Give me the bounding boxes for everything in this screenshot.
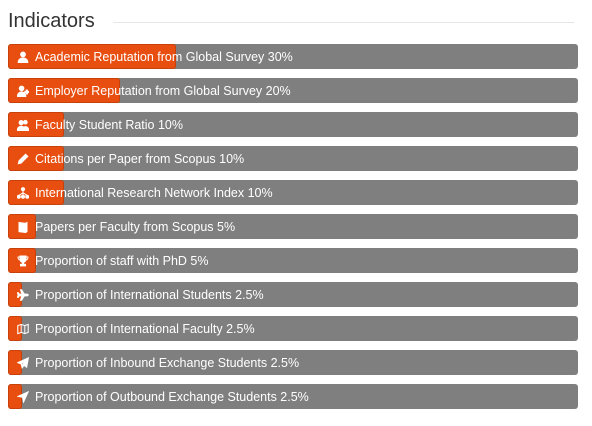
indicator-label: Proportion of staff with PhD 5% [35, 253, 209, 268]
indicator-label: Employer Reputation from Global Survey 2… [35, 83, 291, 98]
indicator-row-international-faculty: Proportion of International Faculty 2.5% [8, 316, 578, 341]
indicator-row-inbound-exchange: Proportion of Inbound Exchange Students … [8, 350, 578, 375]
user-plus-icon [16, 84, 30, 98]
location-arrow-icon [16, 390, 30, 404]
indicator-label: Proportion of Inbound Exchange Students … [35, 355, 300, 370]
indicator-weight-bar [8, 112, 64, 137]
indicator-label: Proportion of International Students 2.5… [35, 287, 264, 302]
indicator-weight-bar [8, 44, 176, 69]
indicator-row-staff-with-phd: Proportion of staff with PhD 5% [8, 248, 578, 273]
section-title: Indicators [8, 10, 95, 32]
indicator-weight-bar [8, 384, 22, 409]
airplane-icon [16, 288, 30, 302]
pencil-icon [16, 152, 30, 166]
indicator-label: Papers per Faculty from Scopus 5% [35, 219, 236, 234]
indicators-header: Indicators [8, 8, 574, 36]
indicator-weight-bar [8, 316, 22, 341]
indicator-row-citations-per-paper: Citations per Paper from Scopus 10% [8, 146, 578, 171]
indicator-row-international-research-network: International Research Network Index 10% [8, 180, 578, 205]
indicator-weight-bar [8, 180, 64, 205]
book-icon [16, 220, 30, 234]
indicator-label: Citations per Paper from Scopus 10% [35, 151, 245, 166]
indicator-label: Academic Reputation from Global Survey 3… [35, 49, 293, 64]
send-icon [16, 356, 30, 370]
users-icon [16, 118, 30, 132]
indicator-weight-bar [8, 282, 22, 307]
indicator-row-outbound-exchange: Proportion of Outbound Exchange Students… [8, 384, 578, 409]
trophy-icon [16, 254, 30, 268]
user-icon [16, 50, 30, 64]
indicator-row-faculty-student-ratio: Faculty Student Ratio 10% [8, 112, 578, 137]
header-divider [113, 22, 574, 23]
indicator-row-academic-reputation: Academic Reputation from Global Survey 3… [8, 44, 578, 69]
indicator-list: Academic Reputation from Global Survey 3… [8, 44, 578, 418]
indicator-row-employer-reputation: Employer Reputation from Global Survey 2… [8, 78, 578, 103]
indicator-weight-bar [8, 350, 22, 375]
indicator-label: International Research Network Index 10% [35, 185, 273, 200]
indicator-row-papers-per-faculty: Papers per Faculty from Scopus 5% [8, 214, 578, 239]
network-icon [16, 186, 30, 200]
indicator-row-international-students: Proportion of International Students 2.5… [8, 282, 578, 307]
indicator-label: Proportion of Outbound Exchange Students… [35, 389, 309, 404]
indicator-weight-bar [8, 146, 64, 171]
map-icon [16, 322, 30, 336]
indicator-label: Proportion of International Faculty 2.5% [35, 321, 255, 336]
indicator-label: Faculty Student Ratio 10% [35, 117, 183, 132]
